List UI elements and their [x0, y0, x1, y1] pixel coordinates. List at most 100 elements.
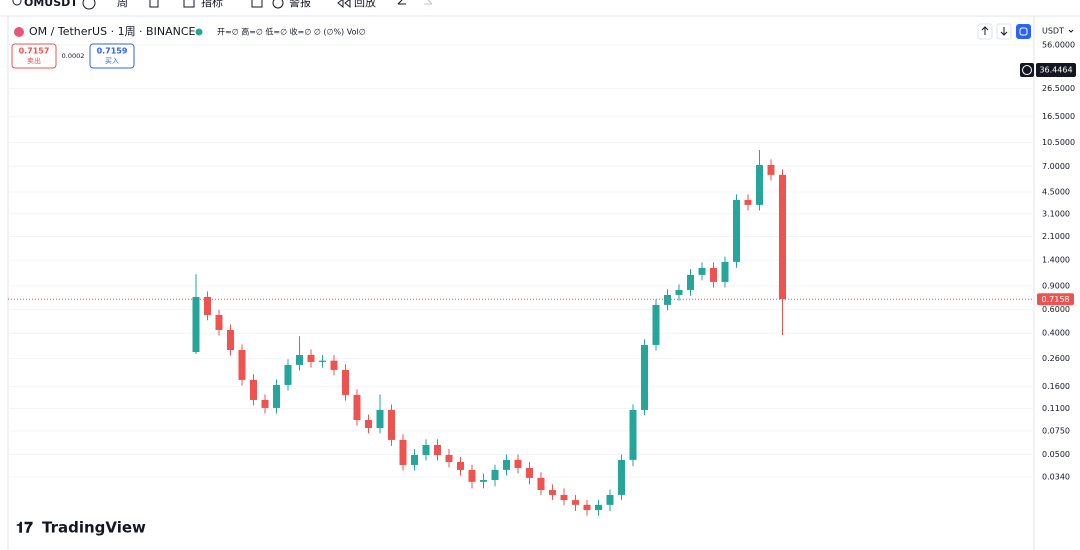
- currency-button[interactable]: USDT: [1042, 27, 1064, 36]
- candle-body: [503, 459, 510, 470]
- candle-body: [434, 444, 441, 455]
- candle-body: [537, 477, 545, 491]
- candle-body: [353, 394, 361, 420]
- candle-body: [733, 199, 740, 262]
- symbol-logo: [14, 27, 24, 37]
- crosshair-price-label: 36.4464: [1039, 66, 1072, 75]
- crosshair-price-badge: [1036, 63, 1076, 78]
- candle-body: [342, 369, 349, 395]
- sell-price: 0.7157: [19, 47, 50, 56]
- redo-button[interactable]: [424, 0, 433, 5]
- y-tick-label: 56.0000: [1042, 40, 1075, 49]
- y-tick-label: 4.5000: [1042, 188, 1070, 197]
- chart-title: OM / TetherUS · 1周 · BINANCE: [29, 25, 196, 38]
- candle-body: [675, 289, 683, 295]
- up-arrow: [981, 26, 989, 35]
- y-tick-label: 10.5000: [1042, 138, 1075, 147]
- indicators-icon: [183, 0, 195, 8]
- candle-body: [606, 494, 614, 505]
- candle-body: [284, 364, 292, 385]
- y-tick-label: 0.6000: [1042, 305, 1070, 314]
- candle-body: [468, 469, 476, 482]
- y-tick-label: 0.0750: [1042, 426, 1070, 435]
- candle-body: [457, 461, 464, 470]
- y-tick-label: 0.0340: [1042, 473, 1070, 482]
- y-tick-label: 0.0500: [1042, 450, 1070, 459]
- candle-body: [307, 354, 315, 362]
- candle-body: [491, 469, 499, 481]
- last-price-label: 0.7158: [1042, 295, 1070, 304]
- chart-type-button[interactable]: [149, 0, 159, 8]
- candle-body: [595, 504, 602, 511]
- alerts-button[interactable]: 警报: [289, 0, 311, 9]
- down-arrow: [1000, 27, 1008, 36]
- candle-body: [572, 500, 579, 505]
- candle-body: [710, 267, 717, 282]
- y-tick-label: 26.5000: [1042, 84, 1075, 93]
- candle-body: [227, 329, 234, 351]
- search-icon: [12, 0, 22, 6]
- candle-body: [687, 274, 694, 290]
- sell-button[interactable]: [11, 43, 57, 69]
- y-tick-label: 0.1100: [1042, 404, 1070, 413]
- y-tick-label: 0.9000: [1042, 281, 1070, 290]
- sell-label: 卖出: [27, 56, 41, 65]
- y-tick-label: 0.1600: [1042, 382, 1070, 391]
- candle-body: [204, 296, 211, 315]
- alert-icon: [272, 0, 284, 9]
- candle-body: [215, 314, 223, 330]
- candle-body: [652, 304, 660, 345]
- candle-body: [388, 409, 395, 440]
- candle-body: [445, 454, 453, 462]
- ohlc-legend: 开=∅ 高=∅ 低=∅ 收=∅ ∅ (∅%) Vol∅: [217, 27, 366, 37]
- buy-price: 0.7159: [97, 47, 128, 56]
- y-tick-label: 0.2600: [1042, 354, 1070, 363]
- add-symbol-button[interactable]: [82, 0, 96, 10]
- candle-body: [560, 494, 568, 501]
- candle-body: [365, 419, 372, 428]
- y-tick-label: 3.1000: [1042, 209, 1070, 218]
- candle-body: [319, 360, 326, 362]
- candle-body: [376, 409, 384, 428]
- spread: 0.0002: [62, 52, 85, 60]
- candle-body: [330, 360, 338, 370]
- candle-body: [480, 480, 487, 482]
- interval-button[interactable]: 周: [117, 0, 128, 9]
- candle-body: [296, 354, 303, 365]
- sync-button[interactable]: [1016, 24, 1031, 39]
- buy-label: 买入: [105, 57, 119, 65]
- candles: [192, 149, 786, 516]
- candle-body: [422, 444, 430, 455]
- candle-body: [399, 439, 407, 465]
- last-price-badge: [1037, 293, 1074, 306]
- candle-body: [583, 504, 591, 511]
- symbol-button[interactable]: OMUSDT: [24, 0, 78, 9]
- market-status: [195, 28, 203, 36]
- undo-button[interactable]: [397, 0, 406, 5]
- candle-body: [411, 454, 418, 465]
- candle-body: [250, 379, 257, 400]
- candle-body: [641, 344, 648, 410]
- y-tick-label: 7.0000: [1042, 162, 1070, 171]
- buy-button[interactable]: [89, 43, 135, 69]
- candle-body: [767, 164, 775, 175]
- candle-body: [664, 294, 671, 305]
- currency-caret: [1068, 29, 1074, 33]
- candle-body: [721, 261, 729, 282]
- brand-logo: 𝟏𝟕: [16, 519, 33, 537]
- layout-button[interactable]: [251, 0, 263, 8]
- replay-button[interactable]: 回放: [354, 0, 376, 9]
- y-tick-label: 1.4000: [1042, 256, 1070, 265]
- indicators-button[interactable]: 指标: [201, 0, 223, 9]
- candle-body: [756, 164, 763, 205]
- y-tick-label: 0.4000: [1042, 329, 1070, 338]
- toolbar: OMUSDT 周 指标 警报 回放: [12, 0, 433, 10]
- candle-body: [698, 267, 706, 275]
- candle-body: [526, 467, 533, 478]
- candle-body: [192, 296, 200, 352]
- candle-body: [261, 399, 269, 408]
- brand-name: TradingView: [42, 519, 146, 537]
- grid: [8, 44, 1034, 478]
